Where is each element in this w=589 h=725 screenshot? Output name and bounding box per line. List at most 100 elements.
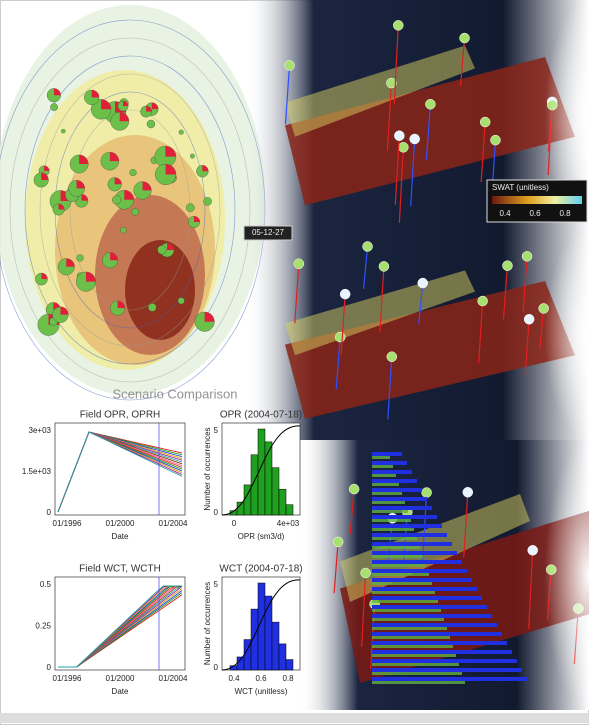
y-tick-label: 0: [47, 508, 52, 517]
h-bar: [372, 596, 482, 600]
colorbar-title: SWAT (unitless): [492, 183, 549, 192]
well-pie: [148, 303, 156, 311]
h-bar: [372, 501, 405, 504]
h-bar: [372, 668, 522, 672]
well-pie: [147, 120, 155, 128]
h-bar: [372, 654, 456, 657]
h-bar: [372, 555, 423, 558]
h-bar: [372, 456, 390, 459]
h-bar: [372, 564, 426, 567]
x-tick-label: 0: [232, 519, 237, 528]
well-marker: [294, 259, 304, 269]
well-marker: [361, 568, 371, 578]
h-bar: [372, 497, 427, 501]
h-bar: [372, 519, 411, 522]
well-marker: [410, 134, 420, 144]
well-pie: [50, 103, 57, 110]
x-tick-label: 01/2000: [106, 519, 135, 528]
well-marker: [379, 261, 389, 271]
hist-bar: [272, 468, 279, 515]
h-bar: [372, 605, 487, 609]
colorbar: [492, 196, 582, 204]
colorbar-tick: 0.8: [559, 209, 571, 218]
x-tick-label: 01/2004: [159, 519, 188, 528]
bottom-bar: [0, 713, 589, 723]
x-axis-label: OPR (sm3/d): [238, 532, 285, 541]
y-tick-label: 3e+03: [29, 426, 52, 435]
well-marker: [340, 289, 350, 299]
collage: Scenario Comparison SWAT (unitless) 0.4 …: [0, 0, 589, 725]
x-tick-label: 01/1996: [53, 674, 82, 683]
y-tick-label: 0: [47, 663, 52, 672]
x-tick-label: 01/1996: [53, 519, 82, 528]
well-marker: [394, 131, 404, 141]
plot-title: Field OPR, OPRH: [80, 410, 161, 421]
well-marker: [425, 99, 435, 109]
h-bar: [372, 506, 432, 510]
h-bar: [372, 510, 408, 513]
well-marker: [463, 487, 473, 497]
well-marker: [480, 117, 490, 127]
hist-bar: [272, 622, 279, 670]
x-tick-label: 0.4: [228, 674, 240, 683]
h-bar: [372, 524, 442, 528]
well-marker: [284, 60, 294, 70]
h-bar: [372, 515, 437, 519]
well-pie: [61, 129, 65, 133]
h-bar: [372, 492, 402, 495]
h-bar: [372, 650, 512, 654]
h-bar: [372, 591, 435, 594]
h-bar: [372, 632, 502, 636]
colorbar-tick: 0.4: [499, 209, 511, 218]
h-bar: [372, 636, 450, 639]
well-marker: [460, 33, 470, 43]
h-bar: [372, 663, 459, 666]
h-bar: [372, 578, 472, 582]
x-axis-label: WCT (unitless): [235, 687, 288, 696]
x-tick-label: 4e+03: [277, 519, 300, 528]
h-bar: [372, 488, 422, 492]
plot-title: WCT (2004-07-18): [219, 564, 302, 575]
x-tick-label: 01/2000: [106, 674, 135, 683]
h-bar: [372, 645, 453, 648]
h-bar: [372, 533, 447, 537]
well-marker: [363, 241, 373, 251]
y-tick-label: 1.5e+03: [22, 467, 52, 476]
well-marker: [335, 332, 345, 342]
y-tick-label: 0.25: [35, 622, 51, 631]
x-axis-label: Date: [112, 532, 129, 541]
plot-title: Field WCT, WCTH: [79, 564, 161, 575]
well-pie: [132, 208, 139, 215]
h-bar: [372, 587, 477, 591]
y-tick-label: 5: [214, 426, 219, 435]
h-bar: [372, 623, 497, 627]
h-bar: [372, 542, 452, 546]
h-bar: [372, 659, 517, 663]
y-tick-label: 5: [214, 580, 219, 589]
y-tick-label: 0: [214, 663, 219, 672]
y-axis-label: Number of occurrences: [203, 427, 212, 510]
h-bar: [372, 452, 402, 456]
h-bar: [372, 609, 441, 612]
hist-bar: [286, 505, 293, 515]
h-bar: [372, 461, 407, 465]
map-contour: [125, 240, 195, 340]
well-pie: [130, 169, 137, 176]
well-pie: [112, 195, 121, 204]
h-bar: [372, 551, 457, 555]
h-bar: [372, 627, 447, 630]
h-bar: [372, 614, 492, 618]
well-pie: [186, 204, 194, 212]
h-bar: [372, 582, 432, 585]
hist-bar: [286, 660, 293, 670]
h-bar: [372, 465, 393, 468]
well-pie: [190, 154, 194, 158]
plot-title: OPR (2004-07-18): [220, 410, 302, 421]
y-axis-label: Number of occurrences: [203, 582, 212, 665]
h-bar: [372, 474, 396, 477]
hist-bar: [279, 644, 286, 670]
h-bar: [372, 479, 417, 483]
hist-bar: [279, 489, 286, 515]
fade: [500, 228, 589, 440]
x-tick-label: 0.8: [282, 674, 294, 683]
